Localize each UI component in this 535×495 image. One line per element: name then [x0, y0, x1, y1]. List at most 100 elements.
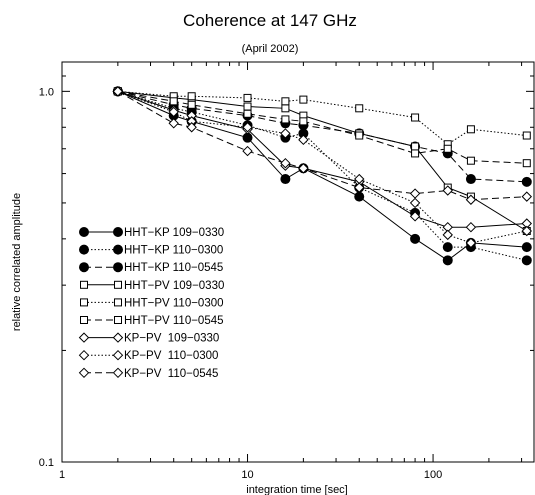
- data-point: [409, 211, 421, 222]
- data-point: [466, 125, 475, 134]
- data-point: [168, 106, 179, 118]
- legend-label-9: KP−PV 110−0545: [124, 368, 218, 380]
- legend-label-4: HHT−PV 109−0330: [124, 280, 224, 292]
- data-point: [298, 134, 309, 146]
- data-point: [521, 255, 532, 266]
- data-point: [521, 176, 532, 187]
- legend-marker: [114, 280, 122, 289]
- legend-marker: [80, 280, 88, 289]
- data-point: [411, 113, 420, 122]
- legend-marker: [78, 367, 90, 379]
- data-point: [187, 100, 196, 109]
- legend-marker: [79, 227, 89, 237]
- data-point: [242, 145, 253, 157]
- plot-frame: [61, 61, 535, 463]
- data-point: [442, 242, 453, 253]
- data-point: [281, 104, 290, 113]
- data-point: [169, 97, 178, 106]
- legend-marker: [113, 244, 123, 255]
- data-point: [442, 255, 453, 266]
- data-point: [355, 131, 364, 140]
- legend-marker: [78, 349, 90, 361]
- data-point: [186, 122, 197, 133]
- legend-label-7: KP−PV 109−0330: [124, 333, 219, 345]
- legend-marker: [113, 262, 123, 273]
- data-point: [411, 142, 420, 151]
- data-point: [443, 144, 452, 153]
- y-axis-label: relative correlated amplitude: [11, 193, 23, 331]
- data-point: [242, 132, 253, 143]
- data-point: [112, 86, 124, 97]
- data-point: [299, 95, 308, 104]
- data-point: [409, 188, 421, 199]
- data-point: [465, 237, 477, 249]
- data-point: [280, 174, 291, 185]
- data-point: [442, 185, 453, 196]
- series-line-6: [117, 90, 527, 164]
- x-tick-label: 1: [59, 469, 65, 481]
- data-point: [354, 191, 365, 202]
- data-point: [243, 93, 252, 102]
- data-point: [355, 104, 364, 113]
- data-point: [465, 221, 477, 233]
- data-point: [168, 118, 179, 129]
- series-line-2: [117, 90, 527, 261]
- data-point: [521, 191, 532, 202]
- legend-marker: [80, 298, 88, 307]
- data-point: [242, 122, 253, 133]
- legend-marker: [79, 244, 89, 255]
- axis-ticks: 1 10 100 0.1 1.0: [39, 61, 534, 481]
- data-point: [466, 156, 475, 165]
- legend-marker: [113, 227, 123, 237]
- data-point: [521, 242, 532, 253]
- data-point: [281, 97, 290, 106]
- legend-marker: [112, 349, 124, 361]
- data-point: [243, 102, 252, 111]
- chart-subtitle: (April 2002): [242, 43, 299, 55]
- series-line-8: [117, 90, 527, 244]
- y-tick-label: 1.0: [39, 86, 54, 98]
- legend: HHT−KP 109−0330 HHT−KP 110−0300 HHT−KP 110…: [78, 227, 224, 380]
- data-point: [243, 109, 252, 118]
- series-markers: [112, 86, 532, 266]
- legend-marker: [112, 367, 124, 379]
- data-point: [521, 225, 532, 237]
- data-point: [522, 131, 531, 140]
- series-line-7: [117, 90, 527, 228]
- data-point: [409, 197, 421, 209]
- data-point: [299, 117, 308, 126]
- data-point: [465, 194, 477, 205]
- x-axis-label: integration time [sec]: [246, 484, 348, 495]
- data-point: [280, 128, 291, 139]
- legend-label-5: HHT−PV 110−0300: [124, 297, 224, 309]
- legend-marker: [114, 316, 122, 324]
- legend-marker: [79, 262, 89, 273]
- legend-label-6: HHT−PV 110−0545: [124, 315, 224, 327]
- data-point: [354, 182, 365, 193]
- data-point: [187, 92, 196, 101]
- data-point: [465, 174, 476, 185]
- legend-label-2: HHT−KP 110−0300: [124, 245, 223, 257]
- legend-label-3: HHT−KP 110−0545: [124, 262, 223, 274]
- legend-marker: [114, 298, 122, 307]
- x-tick-label: 10: [241, 469, 253, 481]
- data-point: [442, 229, 453, 241]
- data-point: [280, 157, 291, 169]
- y-tick-label: 0.1: [39, 457, 54, 469]
- data-point: [410, 233, 421, 244]
- legend-label-1: HHT−KP 109−0330: [124, 227, 224, 239]
- data-point: [281, 115, 290, 124]
- chart-title: Coherence at 147 GHz: [183, 11, 357, 30]
- legend-marker: [78, 332, 90, 343]
- x-tick-label: 100: [424, 469, 442, 481]
- legend-marker: [80, 316, 88, 324]
- legend-label-8: KP−PV 110−0300: [124, 350, 218, 362]
- data-point: [298, 163, 309, 174]
- data-point: [411, 149, 420, 158]
- legend-marker: [112, 332, 124, 343]
- series-line-9: [117, 90, 527, 201]
- series-line-3: [117, 90, 527, 183]
- data-point: [522, 159, 531, 168]
